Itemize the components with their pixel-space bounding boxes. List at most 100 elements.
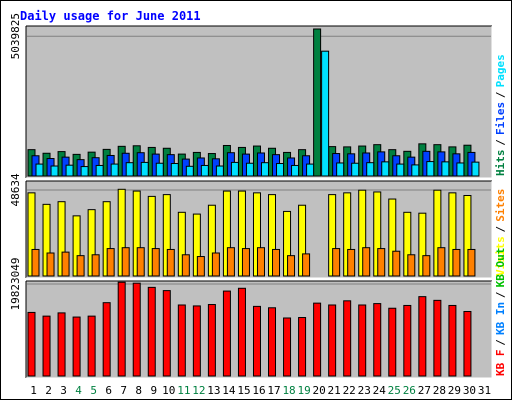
bar-kb-f-day-24 <box>373 303 382 377</box>
bar-pages-day-1 <box>35 163 44 177</box>
x-tick-label-day-17: 17 <box>267 384 280 397</box>
bar-kb-f-day-16 <box>252 305 261 377</box>
bar-sites-day-13 <box>211 252 220 277</box>
panel-legend: KB F / KB In / KB Out <box>494 248 507 376</box>
bar-kb-f-day-30 <box>463 310 472 377</box>
bar-pages-day-25 <box>396 163 405 177</box>
bar-sites-day-24 <box>377 248 386 277</box>
bar-sites-day-1 <box>31 248 40 277</box>
bar-sites-day-21 <box>332 248 341 277</box>
bar-pages-day-15 <box>245 162 254 177</box>
bar-sites-day-26 <box>407 254 416 277</box>
bar-sites-day-3 <box>61 251 70 277</box>
x-tick-label-day-7: 7 <box>120 384 127 397</box>
bar-sites-day-8 <box>136 247 145 277</box>
x-tick-label-day-16: 16 <box>252 384 265 397</box>
bar-sites-day-14 <box>226 247 235 277</box>
x-tick-label-day-27: 27 <box>418 384 431 397</box>
bar-kb-f-day-1 <box>27 311 36 377</box>
bar-pages-day-9 <box>155 162 164 177</box>
x-tick-label-day-26: 26 <box>403 384 416 397</box>
bar-kb-f-day-9 <box>147 286 156 377</box>
bar-sites-day-27 <box>422 255 431 277</box>
bar-pages-day-5 <box>95 164 104 177</box>
bar-kb-f-day-22 <box>343 300 352 377</box>
bar-sites-day-15 <box>241 248 250 277</box>
bar-pages-day-12 <box>200 164 209 177</box>
bar-pages-day-20 <box>321 50 330 177</box>
bar-pages-day-14 <box>230 161 239 177</box>
x-tick-label-day-6: 6 <box>105 384 112 397</box>
bar-pages-day-3 <box>65 164 74 177</box>
bar-pages-day-2 <box>50 165 59 177</box>
x-tick-label-day-15: 15 <box>237 384 250 397</box>
bar-pages-day-7 <box>125 162 134 177</box>
bar-kb-f-day-5 <box>87 315 96 377</box>
bar-pages-day-21 <box>336 162 345 177</box>
x-tick-label-day-19: 19 <box>297 384 310 397</box>
bar-pages-day-4 <box>80 166 89 177</box>
x-tick-label-day-21: 21 <box>328 384 341 397</box>
bar-pages-day-22 <box>351 162 360 177</box>
legend-visits: Visits <box>494 236 507 276</box>
x-tick-label-day-25: 25 <box>388 384 401 397</box>
x-tick-label-day-20: 20 <box>313 384 326 397</box>
legend-kb-in: KB In <box>494 302 507 335</box>
x-tick-label-day-28: 28 <box>433 384 446 397</box>
panel-hits-files-pages: 5039825 Hits / Files / Pages <box>9 13 507 179</box>
bar-pages-day-29 <box>456 162 465 177</box>
x-tick-label-day-18: 18 <box>282 384 295 397</box>
chart-title: Daily usage for June 2011 <box>20 9 201 23</box>
bar-sites-day-9 <box>151 248 160 277</box>
bar-pages-day-24 <box>381 161 390 177</box>
bar-kb-f-day-29 <box>448 304 457 377</box>
bar-kb-f-day-14 <box>222 290 231 377</box>
bar-sites-day-7 <box>121 247 130 277</box>
x-tick-label-day-2: 2 <box>45 384 52 397</box>
bar-sites-day-29 <box>452 248 461 277</box>
panel-max-label: 48634 <box>9 173 22 206</box>
chart-panels: 5039825 Hits / Files / Pages 48634 Visits / Sites… <box>9 13 507 379</box>
x-tick-label-day-13: 13 <box>207 384 220 397</box>
bar-kb-f-day-21 <box>328 304 337 377</box>
bar-sites-day-6 <box>106 248 115 277</box>
bar-kb-f-day-10 <box>162 290 171 377</box>
panel-legend: Visits / Sites <box>494 189 507 276</box>
bar-pages-day-26 <box>411 164 420 177</box>
x-tick-label-day-8: 8 <box>135 384 142 397</box>
bar-kb-f-day-7 <box>117 281 126 377</box>
bar-pages-day-19 <box>306 163 315 177</box>
bar-pages-day-13 <box>215 165 224 177</box>
bar-pages-day-18 <box>291 164 300 177</box>
bar-pages-day-23 <box>366 162 375 177</box>
bar-pages-day-17 <box>276 163 285 177</box>
x-tick-label-day-29: 29 <box>448 384 461 397</box>
bar-kb-f-day-3 <box>57 312 66 377</box>
bar-kb-f-day-26 <box>403 304 412 377</box>
x-tick-label-day-12: 12 <box>192 384 205 397</box>
bar-kb-f-day-2 <box>42 315 51 377</box>
bar-kb-f-day-23 <box>358 304 367 377</box>
legend-separator: / <box>494 139 507 146</box>
bar-pages-day-11 <box>185 165 194 177</box>
bar-sites-day-30 <box>467 248 476 277</box>
bar-kb-f-day-4 <box>72 316 81 377</box>
x-tick-label-day-9: 9 <box>150 384 157 397</box>
x-axis-day-labels: 1 2 3 4 5 6 7 8 9 10 11 12 13 14 15 16 17 18 19 20 21 22 23 24 2… <box>30 384 491 397</box>
legend-kb-out: KB Out <box>494 248 507 288</box>
bar-kb-f-day-27 <box>418 296 427 377</box>
bar-kb-f-day-8 <box>132 282 141 377</box>
bar-kb-f-day-11 <box>177 304 186 377</box>
bar-kb-f-day-12 <box>192 305 201 377</box>
legend-sites: Sites <box>494 189 507 222</box>
legend-pages: Pages <box>494 54 507 87</box>
panel-max-label: 5039825 <box>9 13 22 59</box>
bar-kb-f-day-25 <box>388 307 397 377</box>
bar-pages-day-10 <box>170 163 179 177</box>
bar-kb-f-day-13 <box>207 304 216 377</box>
bar-pages-day-6 <box>110 163 119 177</box>
panel-visits-sites: 48634 Visits / Sites <box>9 173 507 279</box>
bar-sites-day-12 <box>196 256 205 277</box>
